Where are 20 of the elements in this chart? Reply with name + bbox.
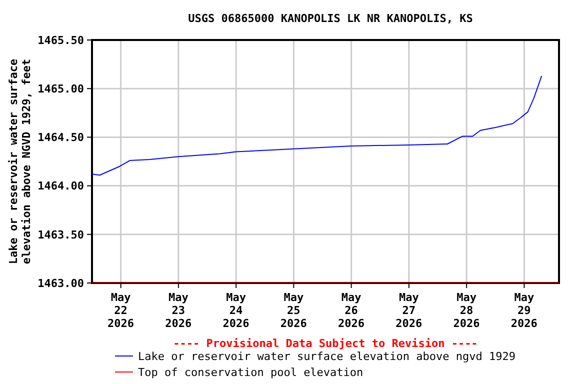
legend-label: Top of conservation pool elevation bbox=[138, 366, 364, 379]
line-series bbox=[92, 75, 542, 176]
y-axis-title: Lake or reservoir water surface elevation above NGVD 1929, feet bbox=[7, 58, 33, 264]
y-tick-label: 1463.00 bbox=[38, 276, 84, 290]
y-tick-label: 1465.00 bbox=[38, 82, 84, 96]
legend-label: Lake or reservoir water surface elevation above ngvd 1929 bbox=[138, 350, 516, 363]
x-tick-label: May 23 2026 bbox=[165, 291, 192, 330]
y-tick-label: 1463.50 bbox=[38, 228, 84, 242]
y-tick-label: 1465.50 bbox=[38, 34, 84, 47]
y-tick-label: 1464.50 bbox=[38, 131, 84, 144]
x-tick-label: May 26 2026 bbox=[338, 291, 365, 330]
x-tick-label: May 25 2026 bbox=[280, 291, 308, 330]
x-tick-label: May 28 2026 bbox=[453, 291, 480, 330]
x-tick-label: May 22 2026 bbox=[108, 291, 134, 330]
y-tick-label: 1464.00 bbox=[38, 180, 84, 193]
x-tick-label: May 24 2026 bbox=[222, 291, 250, 330]
chart-title: USGS 06865000 KANOPOLIS LK NR KANOPOLIS, KS bbox=[188, 12, 473, 25]
text: ---- Provisional Data Subject to Revision ---- bbox=[173, 337, 478, 350]
x-tick-label: May 29 2026 bbox=[510, 291, 538, 330]
x-tick-label: May 27 2026 bbox=[396, 291, 423, 330]
